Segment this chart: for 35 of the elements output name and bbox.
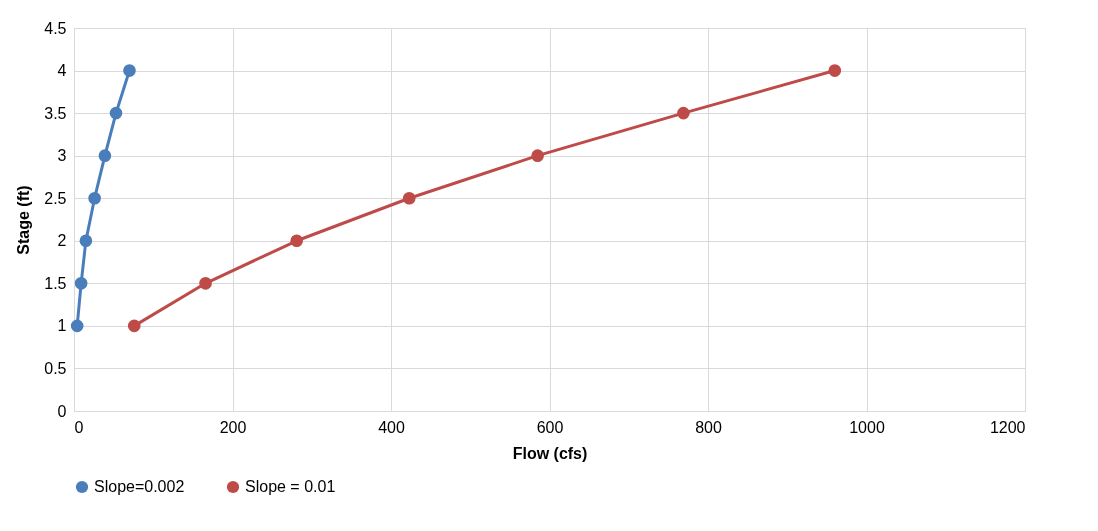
point — [70, 319, 84, 333]
y-tick-label: 0 — [57, 402, 67, 420]
point — [677, 106, 690, 120]
y-tick-label: 4.5 — [44, 19, 67, 37]
point — [123, 64, 136, 77]
y-tick-label: 2 — [57, 232, 67, 250]
point — [74, 277, 88, 290]
legend-label: Slope = 0.01 — [245, 478, 336, 495]
x-tick-label: 600 — [536, 418, 564, 436]
point — [98, 149, 112, 162]
y-tick-label: 3.5 — [44, 104, 67, 122]
x-axis-title: Flow (cfs) — [512, 444, 588, 462]
x-tick-label: 800 — [695, 418, 722, 436]
x-tick-label: 0 — [74, 418, 84, 436]
point — [79, 234, 93, 248]
point — [199, 277, 212, 290]
x-tick-label: 200 — [219, 418, 247, 436]
point — [828, 64, 842, 77]
y-tick-label: 1 — [57, 317, 67, 335]
x-tick-label: 1200 — [989, 418, 1026, 436]
point — [109, 106, 123, 120]
y-tick-label: 4 — [57, 62, 67, 80]
point — [402, 191, 416, 205]
point — [88, 191, 101, 205]
point — [290, 234, 304, 248]
y-tick-label: 3 — [57, 147, 67, 165]
x-tick-label: 1000 — [849, 418, 885, 436]
y-tick-label: 0.5 — [44, 359, 67, 377]
point — [531, 149, 544, 162]
y-tick-label: 2.5 — [44, 189, 67, 207]
legend-label: Slope=0.002 — [94, 478, 185, 495]
point — [127, 319, 141, 333]
x-tick-label: 400 — [378, 418, 405, 436]
y-axis-title: Stage (ft) — [15, 185, 33, 255]
y-tick-label: 1.5 — [44, 274, 67, 292]
